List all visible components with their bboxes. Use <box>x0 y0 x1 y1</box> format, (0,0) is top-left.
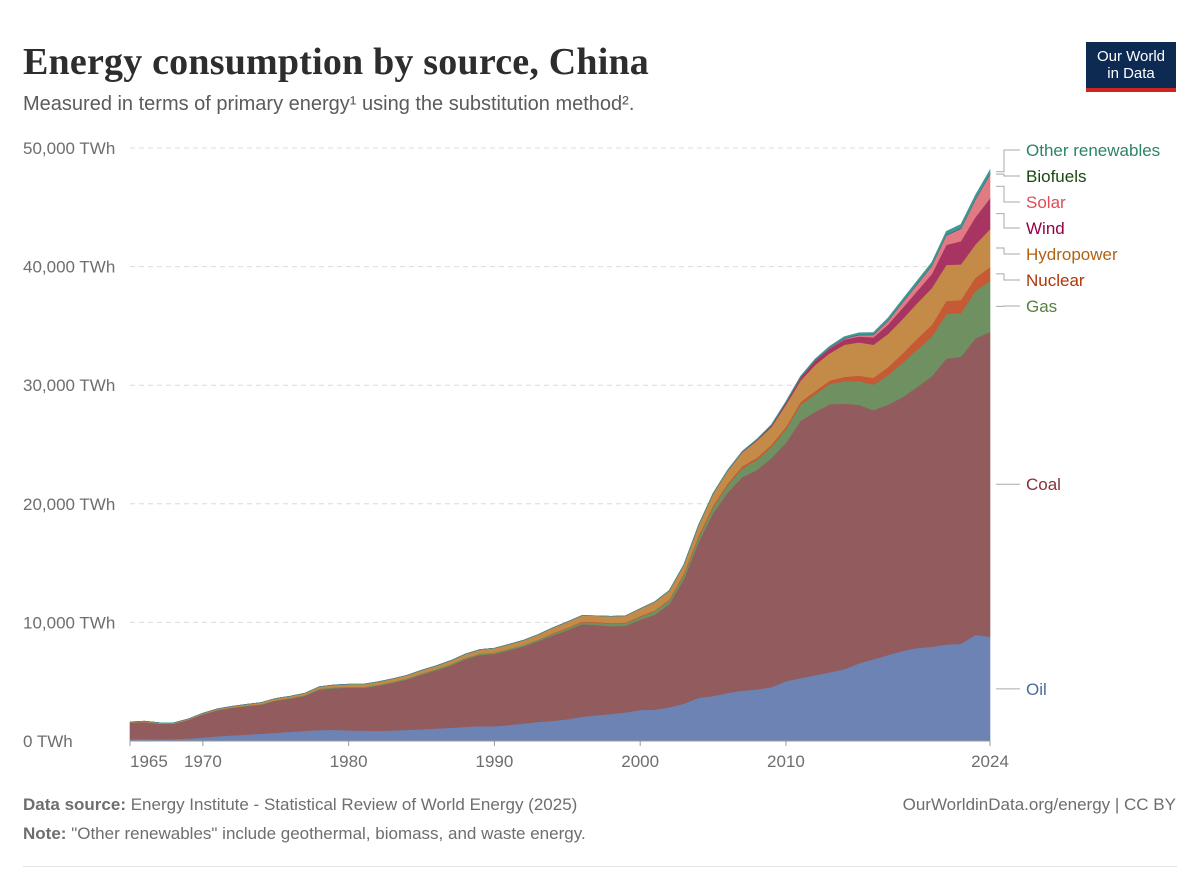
note-label: Note: <box>23 824 67 843</box>
y-tick-label: 0 TWh <box>23 732 73 751</box>
series-label-hydropower[interactable]: Hydropower <box>1026 245 1118 264</box>
area-series-group <box>129 168 991 742</box>
series-label-nuclear[interactable]: Nuclear <box>1026 271 1085 290</box>
label-connector <box>996 247 1020 255</box>
x-tick-label: 1970 <box>184 752 222 771</box>
y-tick-label: 30,000 TWh <box>23 376 115 395</box>
label-connector <box>996 149 1020 173</box>
x-tick-label: 2010 <box>767 752 805 771</box>
series-labels: Oil Coal Gas Nuclear Hydropower Wind Solar Biof… <box>996 141 1160 699</box>
x-tick-label: 1965 <box>130 752 168 771</box>
series-label-oil[interactable]: Oil <box>1026 680 1047 699</box>
series-label-wind[interactable]: Wind <box>1026 219 1065 238</box>
logo-line-2: in Data <box>1107 65 1155 82</box>
label-connector <box>996 213 1020 229</box>
series-label-coal[interactable]: Coal <box>1026 475 1061 494</box>
owid-logo[interactable]: Our World in Data <box>1086 42 1176 92</box>
x-axis: 1965 1970 1980 1990 2000 2010 2024 <box>129 740 1009 771</box>
x-tick-label: 1990 <box>475 752 513 771</box>
y-tick-label: 10,000 TWh <box>23 613 115 632</box>
series-label-biofuels[interactable]: Biofuels <box>1026 167 1086 186</box>
x-tick-label: 1980 <box>330 752 368 771</box>
series-label-other-renewables[interactable]: Other renewables <box>1026 141 1160 160</box>
data-source: Data source: Energy Institute - Statisti… <box>23 795 577 815</box>
label-connector <box>996 173 1020 177</box>
y-tick-label: 40,000 TWh <box>23 258 115 277</box>
y-tick-label: 50,000 TWh <box>23 139 115 158</box>
x-tick-label: 2024 <box>971 752 1009 771</box>
source-label: Data source: <box>23 795 126 814</box>
x-tick-label: 2000 <box>621 752 659 771</box>
label-connector <box>996 185 1020 203</box>
logo-line-1: Our World <box>1096 48 1166 65</box>
chart-note: Note: "Other renewables" include geother… <box>23 824 586 844</box>
footer-divider <box>23 866 1177 867</box>
chart-subtitle: Measured in terms of primary energy¹ usi… <box>23 93 635 115</box>
source-text: Energy Institute - Statistical Review of… <box>130 795 578 814</box>
label-connector <box>996 273 1020 281</box>
series-label-solar[interactable]: Solar <box>1026 193 1066 212</box>
area-other-renewables[interactable] <box>129 168 991 724</box>
chart-title: Energy consumption by source, China <box>23 41 650 83</box>
note-text: "Other renewables" include geothermal, b… <box>71 824 586 843</box>
attribution-link[interactable]: OurWorldinData.org/energy | CC BY <box>902 795 1176 814</box>
y-tick-label: 20,000 TWh <box>23 495 115 514</box>
series-label-gas[interactable]: Gas <box>1026 297 1057 316</box>
y-axis: 0 TWh 10,000 TWh 20,000 TWh 30,000 TWh 40,00… <box>23 139 115 751</box>
